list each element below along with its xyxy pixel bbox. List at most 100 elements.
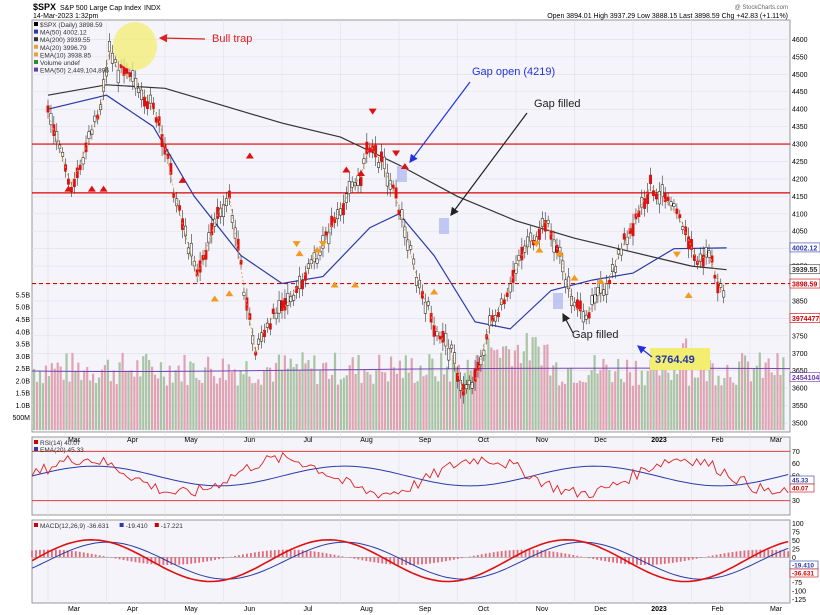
rsi-legend-swatch [34, 440, 38, 444]
month-label-bottom: Feb [711, 606, 723, 613]
volume-bar [437, 381, 440, 430]
macd-legend-swatch [154, 523, 159, 527]
price-tick-label: 3750 [792, 333, 808, 340]
candle-body [464, 384, 468, 390]
rsi-line [31, 451, 789, 499]
candle-body [394, 187, 398, 199]
candle-body [704, 247, 708, 258]
orange-down-signal-arrow [318, 241, 327, 248]
candle-body [78, 164, 82, 170]
macd-tick-label: -100 [792, 588, 806, 595]
legend-swatch [34, 37, 38, 42]
macd-histogram-bar [572, 554, 575, 558]
orange-signal-arrow [555, 250, 564, 257]
macd-histogram-bar [58, 549, 61, 558]
candle-body [432, 325, 436, 337]
macd-histogram-bar [257, 551, 260, 558]
ema10-line [47, 48, 727, 393]
volume-bar [342, 377, 345, 430]
red-signal-arrow [356, 169, 365, 176]
candle-body [485, 334, 489, 340]
macd-histogram-bar [337, 555, 340, 558]
volume-bar [682, 343, 685, 430]
macd-histogram-bar [663, 557, 666, 564]
volume-bar [257, 379, 260, 430]
volume-bar [292, 367, 295, 430]
candle-body [172, 193, 176, 198]
macd-histogram-bar [246, 553, 248, 558]
volume-bar [210, 368, 213, 430]
volume-bar [602, 358, 605, 430]
volume-bar [779, 374, 782, 430]
macd-histogram-bar [90, 553, 93, 558]
volume-bar [743, 355, 747, 430]
volume-bar [513, 350, 517, 430]
volume-bar [325, 362, 328, 430]
volume-bar [634, 360, 637, 430]
volume-bar [142, 356, 145, 430]
macd-histogram-bar [568, 554, 571, 558]
candle-body [137, 87, 141, 93]
volume-bar [316, 384, 319, 430]
bull-trap-label: Bull trap [212, 33, 252, 45]
macd-histogram-bar [640, 557, 642, 565]
volume-bar [625, 359, 629, 430]
macd-histogram-bar [699, 557, 702, 558]
candle-body [634, 213, 638, 220]
volume-bar [528, 360, 531, 430]
gap-box-3 [553, 293, 563, 309]
volume-bar [732, 382, 735, 430]
volume-bar [434, 376, 437, 430]
macd-histogram-bar [70, 550, 73, 558]
macd-histogram-bar [556, 552, 559, 558]
macd-histogram-bar [35, 550, 37, 558]
volume-bar [35, 381, 39, 430]
volume-bar [204, 367, 207, 430]
orange-signal-arrow [684, 292, 693, 298]
macd-histogram-bar [727, 552, 730, 558]
price-tag-label: 4002.12 [792, 245, 817, 252]
macd-histogram-bar [739, 550, 742, 558]
volume-bar [546, 344, 549, 430]
macd-histogram-bar [612, 557, 614, 563]
volume-bar [767, 358, 770, 430]
red-signal-arrow [368, 108, 377, 115]
volume-bar [413, 382, 416, 430]
macd-histogram-bar [508, 550, 511, 558]
macd-histogram-bar [289, 549, 292, 558]
macd-histogram-bar [620, 557, 622, 564]
ma200-line [47, 84, 727, 271]
volume-bar [348, 365, 351, 430]
candle-body [535, 236, 538, 242]
volume-bar [330, 374, 334, 430]
volume-bar [643, 385, 646, 430]
volume-bar [428, 354, 431, 430]
volume-bar [422, 376, 425, 430]
month-label-bottom: Apr [127, 606, 139, 613]
price-tick-label: 3500 [792, 421, 808, 428]
macd-histogram-bar [512, 549, 515, 558]
date-time: 14-Mar-2023 1:32pm [33, 13, 99, 20]
candle-body [102, 79, 106, 92]
macd-histogram-bar [210, 557, 212, 561]
volume-bar [749, 381, 753, 430]
macd-histogram-bar [325, 553, 328, 558]
volume-bar [684, 338, 688, 430]
price-tick-label: 3600 [792, 386, 808, 393]
price-tag-label: 2454104 [792, 375, 819, 382]
volume-bar [133, 376, 136, 430]
orange-signal-arrow [351, 281, 360, 288]
volume-bar [720, 385, 723, 430]
volume-bar [274, 363, 278, 430]
volume-bar [333, 352, 337, 430]
gap-filled-arrow-2 [562, 312, 574, 334]
price-tick-label: 4100 [792, 211, 808, 218]
volume-tick-label: 5.0B [16, 305, 31, 312]
legend-swatch [34, 60, 38, 64]
month-label: Feb [711, 437, 723, 444]
volume-bar [251, 383, 254, 430]
candle-body [178, 205, 182, 211]
candle-body [698, 253, 702, 262]
orange-signal-arrow [535, 246, 544, 253]
volume-bar [493, 350, 496, 430]
